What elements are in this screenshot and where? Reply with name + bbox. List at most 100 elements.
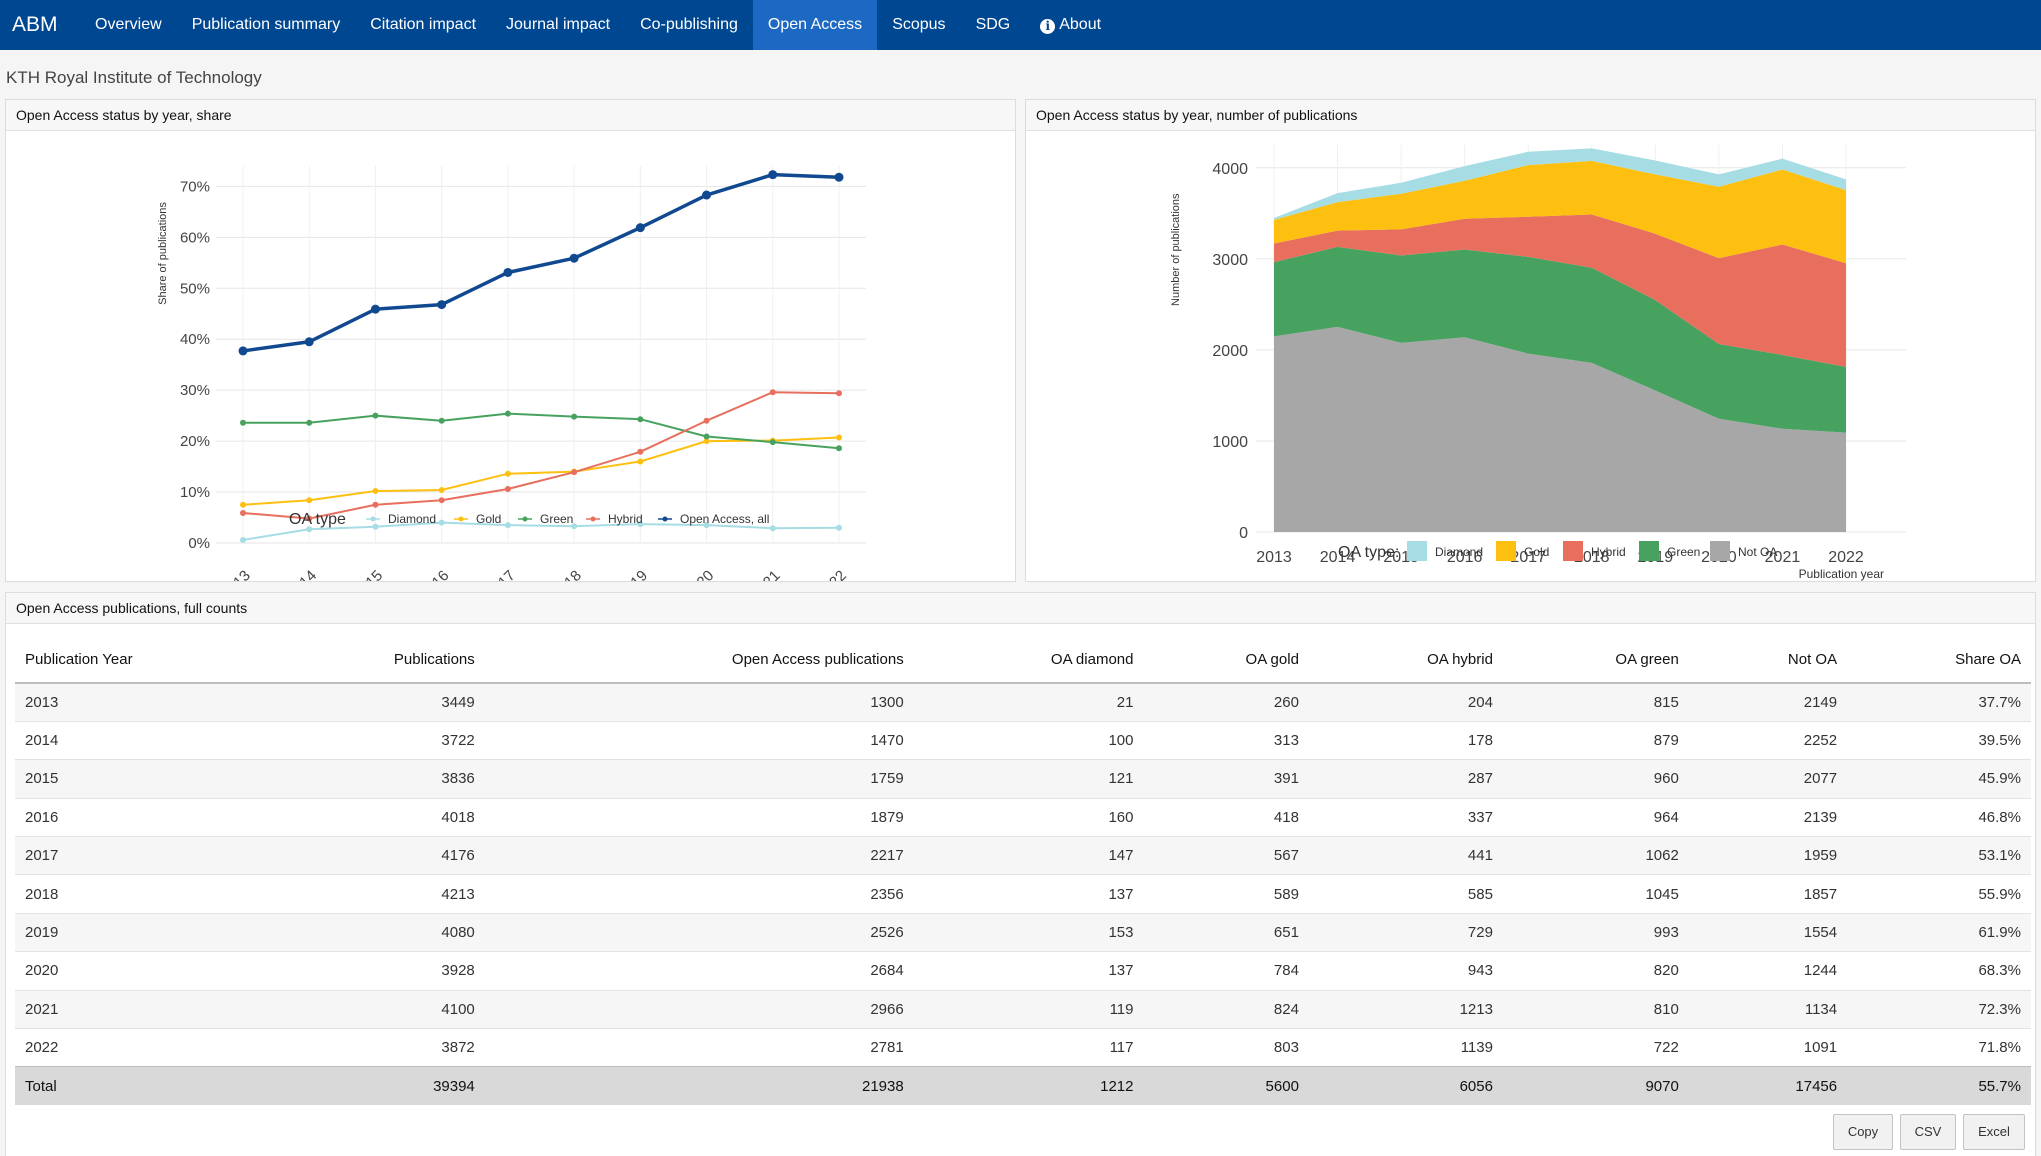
nav-about[interactable]: i About bbox=[1025, 0, 1116, 50]
data-point-diamond bbox=[438, 519, 445, 526]
data-point-green bbox=[438, 417, 445, 424]
column-header[interactable]: OA green bbox=[1502, 637, 1689, 684]
table-total-cell: 55.7% bbox=[1847, 1066, 2031, 1106]
table-cell: 313 bbox=[1143, 720, 1309, 760]
table-cell: 4176 bbox=[224, 836, 485, 875]
table-cell: 803 bbox=[1143, 1028, 1309, 1067]
x-tick-label: 2019 bbox=[616, 567, 652, 581]
nav-sdg[interactable]: SDG bbox=[975, 16, 1011, 33]
table-cell: 729 bbox=[1308, 912, 1503, 952]
copy-button[interactable]: Copy bbox=[1833, 1114, 1893, 1150]
table-cell: 2019 bbox=[15, 912, 225, 952]
nav-journal-impact[interactable]: Journal impact bbox=[506, 16, 611, 33]
table-panel: Open Access publications, full counts Pu… bbox=[5, 592, 2036, 1156]
table-cell: 2781 bbox=[484, 1028, 914, 1067]
table-row: 2013 3449 1300 21 260 204 815 2149 37.7% bbox=[15, 682, 2031, 722]
table-cell: 121 bbox=[913, 759, 1144, 799]
table-cell: 53.1% bbox=[1847, 836, 2031, 875]
data-point-green bbox=[504, 410, 511, 417]
data-point-all_oa bbox=[834, 172, 844, 182]
data-point-all_oa bbox=[702, 190, 712, 200]
data-point-all_oa bbox=[503, 267, 513, 277]
series-line-all_oa bbox=[242, 172, 840, 353]
table-cell: 2149 bbox=[1688, 682, 1848, 722]
table-row: 2014 3722 1470 100 313 178 879 2252 39.5% bbox=[15, 720, 2031, 760]
column-header[interactable]: Not OA bbox=[1688, 637, 1848, 684]
table-cell: 1139 bbox=[1308, 1028, 1503, 1067]
y-tick-label: 70% bbox=[180, 178, 210, 195]
data-point-hybrid bbox=[637, 448, 644, 455]
column-header[interactable]: Share OA bbox=[1847, 637, 2031, 684]
nav-citation-impact[interactable]: Citation impact bbox=[370, 16, 477, 33]
x-tick-label: 2018 bbox=[549, 567, 585, 581]
table-row: 2016 4018 1879 160 418 337 964 2139 46.8% bbox=[15, 797, 2031, 837]
column-header[interactable]: Publication Year bbox=[15, 637, 225, 684]
table-cell: 824 bbox=[1143, 989, 1309, 1029]
nav-publication-summary[interactable]: Publication summary bbox=[191, 16, 341, 33]
column-header[interactable]: OA gold bbox=[1143, 637, 1309, 684]
table-cell: 61.9% bbox=[1847, 912, 2031, 952]
data-point-diamond bbox=[571, 523, 578, 530]
column-header[interactable]: Publications bbox=[224, 637, 485, 684]
table-cell: 2966 bbox=[484, 989, 914, 1029]
nav-co-publishing[interactable]: Co-publishing bbox=[640, 16, 738, 33]
table-cell: 1213 bbox=[1308, 989, 1503, 1029]
count-chart-title: Open Access status by year, number of pu… bbox=[1026, 100, 2035, 131]
data-point-green bbox=[637, 416, 644, 423]
table-cell: 2022 bbox=[15, 1028, 225, 1067]
nav-scopus[interactable]: Scopus bbox=[892, 16, 946, 33]
area-green bbox=[1274, 246, 1846, 433]
brand-logo[interactable]: ABM bbox=[12, 13, 58, 36]
column-header[interactable]: Open Access publications bbox=[484, 637, 914, 684]
table-cell: 3449 bbox=[224, 682, 485, 722]
series-line-hybrid bbox=[242, 391, 840, 520]
csv-button[interactable]: CSV bbox=[1900, 1114, 1956, 1150]
data-point-diamond bbox=[306, 526, 313, 533]
y-tick-label: 3000 bbox=[1212, 252, 1248, 269]
table-total-cell: 21938 bbox=[484, 1066, 914, 1106]
table-cell: 820 bbox=[1502, 951, 1689, 991]
table-cell: 55.9% bbox=[1847, 874, 2031, 914]
excel-button[interactable]: Excel bbox=[1963, 1114, 2025, 1150]
table-total-cell: 17456 bbox=[1688, 1066, 1848, 1106]
table-cell: 337 bbox=[1308, 797, 1503, 837]
nav-overview[interactable]: Overview bbox=[95, 16, 162, 33]
table-cell: 1470 bbox=[484, 720, 914, 760]
data-point-hybrid bbox=[571, 469, 578, 476]
data-point-all_oa bbox=[370, 304, 380, 314]
table-total-cell: Total bbox=[15, 1066, 225, 1106]
table-total-cell: 9070 bbox=[1502, 1066, 1689, 1106]
column-header[interactable]: OA hybrid bbox=[1308, 637, 1503, 684]
data-point-hybrid bbox=[703, 417, 710, 424]
y-tick-label: 50% bbox=[180, 280, 210, 297]
table-row: 2018 4213 2356 137 589 585 1045 1857 55.9% bbox=[15, 874, 2031, 914]
table-cell: 119 bbox=[913, 989, 1144, 1029]
data-point-gold bbox=[372, 488, 379, 495]
table-cell: 1300 bbox=[484, 682, 914, 722]
legend-label: Green bbox=[540, 512, 573, 526]
legend-label: Gold bbox=[1524, 545, 1549, 559]
table-cell: 45.9% bbox=[1847, 759, 2031, 799]
legend-key-not_oa bbox=[1710, 541, 1730, 561]
nav-open-access[interactable]: Open Access bbox=[752, 0, 878, 50]
area-gold bbox=[1274, 160, 1846, 264]
table-cell: 2139 bbox=[1688, 797, 1848, 837]
table-cell: 2356 bbox=[484, 874, 914, 914]
table-cell: 46.8% bbox=[1847, 797, 2031, 837]
data-point-gold bbox=[306, 497, 313, 504]
series-line-gold bbox=[242, 436, 840, 506]
legend-key-point-diamond bbox=[370, 516, 376, 522]
x-axis-label: Publication year bbox=[1799, 567, 1884, 581]
x-tick-label: 2021 bbox=[1765, 549, 1801, 566]
data-point-all_oa bbox=[635, 223, 645, 233]
data-point-gold bbox=[438, 487, 445, 494]
table-cell: 4100 bbox=[224, 989, 485, 1029]
data-point-hybrid bbox=[372, 501, 379, 508]
y-tick-label: 60% bbox=[180, 229, 210, 246]
y-tick-label: 2000 bbox=[1212, 343, 1248, 360]
legend-key-point-gold bbox=[458, 516, 464, 522]
legend-key-hybrid bbox=[1563, 541, 1583, 561]
data-point-green bbox=[836, 445, 842, 452]
column-header[interactable]: OA diamond bbox=[913, 637, 1144, 684]
